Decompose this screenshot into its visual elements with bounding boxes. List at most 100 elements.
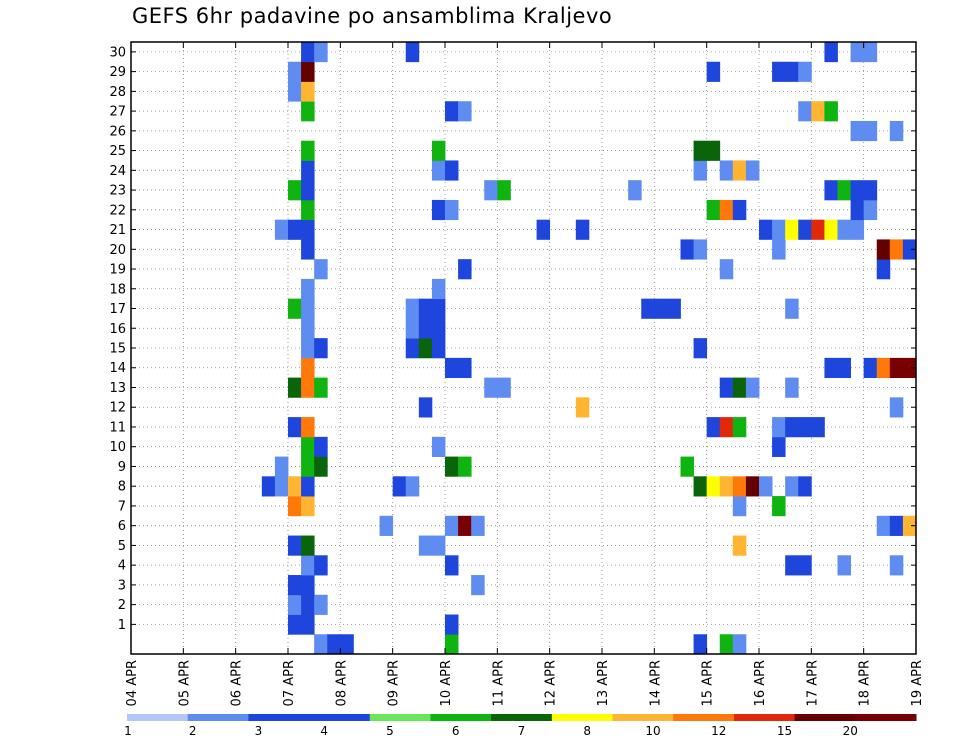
precip-cell xyxy=(706,61,721,82)
precip-cell xyxy=(693,476,708,497)
y-tick-label: 20 xyxy=(109,243,126,258)
precip-cell xyxy=(484,377,498,398)
precip-cell xyxy=(732,496,747,517)
precip-cell xyxy=(431,278,446,300)
precip-cell xyxy=(405,298,420,319)
precip-cell xyxy=(445,160,459,181)
precip-cell xyxy=(667,298,681,319)
precip-cell xyxy=(497,180,511,201)
y-tick-label: 28 xyxy=(109,85,126,100)
precip-cell xyxy=(759,476,773,497)
legend-label: 5 xyxy=(386,724,394,738)
precip-cell xyxy=(850,180,865,201)
precip-cell xyxy=(902,515,917,536)
precip-cell xyxy=(301,496,315,517)
precip-cell xyxy=(458,515,472,536)
precip-cell xyxy=(288,476,302,497)
precip-cell xyxy=(798,61,812,82)
precip-cell xyxy=(392,476,407,497)
legend-label: 8 xyxy=(583,724,591,738)
precip-cell xyxy=(471,575,485,596)
legend-swatch xyxy=(127,714,189,721)
precip-cell xyxy=(850,42,865,63)
precip-cell xyxy=(314,259,328,280)
y-tick-label: 10 xyxy=(109,440,126,455)
precip-cell xyxy=(785,377,799,398)
precip-cell xyxy=(785,555,799,576)
x-tick-label: 14 APR xyxy=(648,660,663,706)
precip-cell xyxy=(719,377,734,398)
precip-cell xyxy=(497,377,511,398)
legend-swatch xyxy=(248,714,310,721)
precip-cell xyxy=(785,417,799,438)
precip-cell xyxy=(850,120,865,142)
x-tick-label: 18 APR xyxy=(858,660,873,706)
precip-cell xyxy=(301,436,315,457)
precip-cell xyxy=(824,42,838,63)
precip-cell xyxy=(902,239,917,260)
precip-cell xyxy=(301,180,315,201)
precip-cell xyxy=(693,160,708,181)
y-tick-label: 24 xyxy=(109,164,126,179)
precip-cell xyxy=(301,81,315,102)
x-tick-label: 08 APR xyxy=(334,660,349,706)
precip-cell xyxy=(314,377,328,398)
precip-cell xyxy=(824,357,838,379)
precip-cell xyxy=(445,614,459,635)
precip-cell xyxy=(837,219,851,240)
precip-cell xyxy=(314,338,328,359)
precip-cell xyxy=(889,515,904,536)
precip-cell xyxy=(536,219,551,240)
precip-cell xyxy=(876,239,891,260)
precip-cell xyxy=(301,575,315,596)
precip-cell xyxy=(418,338,433,359)
precip-cell xyxy=(418,298,433,319)
precip-cell xyxy=(458,101,472,122)
precip-cell xyxy=(772,219,786,240)
y-tick-label: 27 xyxy=(109,105,126,120)
legend-swatch xyxy=(612,714,674,721)
precip-cell xyxy=(902,357,917,379)
precip-cell xyxy=(288,496,302,517)
x-tick-label: 11 APR xyxy=(491,660,506,706)
precip-cell xyxy=(628,180,642,201)
legend-swatch xyxy=(369,714,431,721)
legend-swatch xyxy=(187,714,249,721)
precip-cell xyxy=(693,338,708,359)
y-tick-label: 21 xyxy=(109,223,126,238)
precip-cell xyxy=(654,298,668,319)
precip-cell xyxy=(772,436,786,457)
precip-cell xyxy=(288,298,302,319)
precip-cell xyxy=(863,357,878,379)
precip-cell xyxy=(314,456,328,477)
precip-cell xyxy=(314,42,328,63)
precip-cell xyxy=(719,634,734,655)
y-tick-label: 19 xyxy=(109,263,126,278)
precip-cell xyxy=(811,101,825,122)
precip-cell xyxy=(732,199,747,221)
precip-cell xyxy=(837,555,851,576)
y-tick-label: 11 xyxy=(109,420,126,435)
precip-cell xyxy=(876,259,891,280)
precip-cell xyxy=(288,417,302,438)
precip-cell xyxy=(732,160,747,181)
x-tick-label: 07 APR xyxy=(282,660,297,706)
legend-label: 10 xyxy=(645,724,660,738)
x-tick-label: 05 APR xyxy=(177,660,192,706)
precip-cell xyxy=(445,634,459,655)
precip-cell xyxy=(274,476,289,497)
x-tick-label: 12 APR xyxy=(544,660,559,706)
precip-cell xyxy=(811,219,825,240)
precip-cell xyxy=(863,180,878,201)
precip-cell xyxy=(745,160,760,181)
precip-cell xyxy=(641,298,655,319)
precip-cell xyxy=(301,199,315,221)
precip-cell xyxy=(824,101,838,122)
precip-cell xyxy=(837,180,851,201)
precip-cell xyxy=(863,120,878,142)
precip-cell xyxy=(889,357,904,379)
precip-cell xyxy=(274,456,289,477)
legend-swatch xyxy=(673,714,735,721)
precip-cell xyxy=(458,357,472,379)
